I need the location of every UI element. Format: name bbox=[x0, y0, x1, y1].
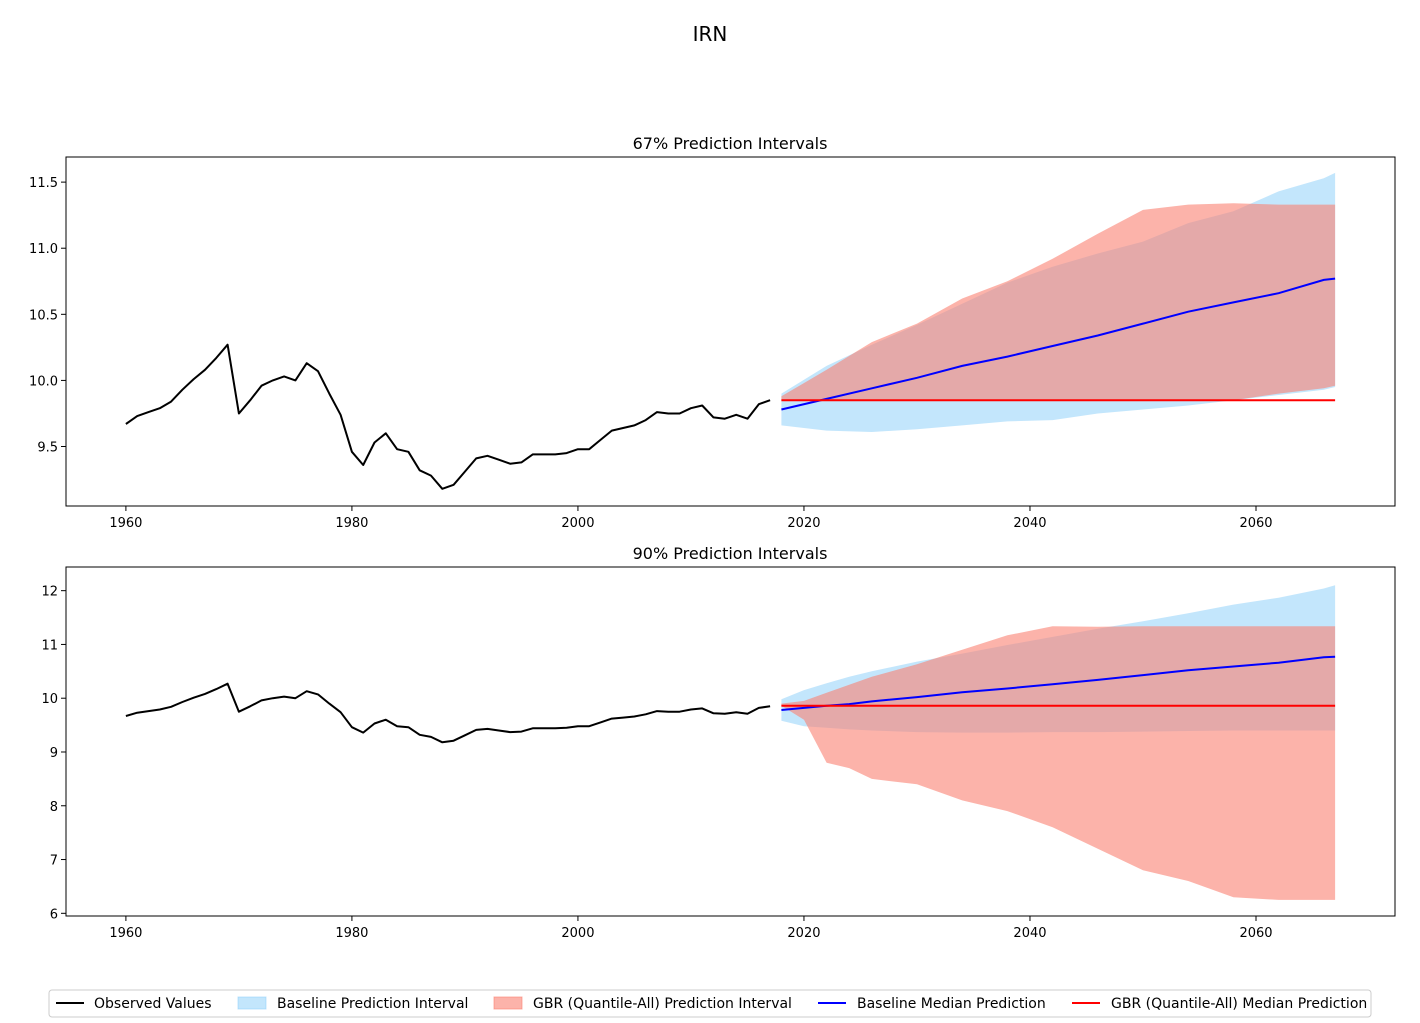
plot-frame bbox=[65, 156, 1396, 507]
x-tick-label: 2020 bbox=[787, 516, 820, 531]
y-tick-label: 11 bbox=[41, 638, 58, 653]
y-tick-label: 8 bbox=[50, 800, 58, 815]
legend-baseline-interval-label: Baseline Prediction Interval bbox=[277, 996, 468, 1012]
x-tick-label: 2000 bbox=[561, 516, 594, 531]
x-tick-label: 2040 bbox=[1013, 516, 1046, 531]
chart-90-percent: 90% Prediction Intervals 1960 1980 2000 202… bbox=[41, 544, 1396, 941]
y-tick-label: 12 bbox=[41, 585, 58, 600]
gbr-interval-band bbox=[781, 203, 1336, 401]
x-tick-label: 2060 bbox=[1239, 516, 1272, 531]
x-tick-label: 2000 bbox=[561, 926, 594, 941]
x-tick-label: 1980 bbox=[335, 516, 368, 531]
legend-baseline-interval-swatch bbox=[237, 996, 267, 1010]
legend-baseline-median-label: Baseline Median Prediction bbox=[857, 996, 1046, 1012]
legend: Observed Values Baseline Prediction Inte… bbox=[48, 989, 1372, 1018]
baseline-median-line bbox=[781, 277, 1336, 411]
x-tick-label: 1960 bbox=[109, 516, 142, 531]
y-tick-label: 11.0 bbox=[29, 242, 58, 257]
figure-title: IRN bbox=[693, 22, 728, 46]
y-tick-label: 9.5 bbox=[37, 441, 58, 456]
y-tick-label: 6 bbox=[50, 907, 58, 922]
x-tick-label: 2020 bbox=[787, 926, 820, 941]
y-tick-label: 10 bbox=[41, 692, 58, 707]
legend-gbr-interval-swatch bbox=[493, 996, 523, 1010]
legend-observed-label: Observed Values bbox=[94, 996, 212, 1012]
legend-gbr-median-label: GBR (Quantile-All) Median Prediction bbox=[1111, 996, 1367, 1012]
x-tick-label: 1960 bbox=[109, 926, 142, 941]
observed-line bbox=[125, 343, 771, 490]
gbr-interval-band bbox=[781, 626, 1336, 900]
legend-gbr-interval-label: GBR (Quantile-All) Prediction Interval bbox=[533, 996, 792, 1012]
y-tick-label: 9 bbox=[50, 746, 58, 761]
y-tick-label: 10.5 bbox=[29, 308, 58, 323]
y-tick-label: 10.0 bbox=[29, 374, 58, 389]
x-tick-label: 2060 bbox=[1239, 926, 1272, 941]
x-tick-label: 1980 bbox=[335, 926, 368, 941]
chart-title: 90% Prediction Intervals bbox=[633, 544, 828, 563]
chart-title: 67% Prediction Intervals bbox=[633, 134, 828, 153]
x-tick-label: 2040 bbox=[1013, 926, 1046, 941]
y-tick-label: 7 bbox=[50, 854, 58, 869]
plot-frame bbox=[65, 566, 1396, 917]
chart-67-percent: 67% Prediction Intervals 1960 1980 2000 202… bbox=[29, 134, 1396, 531]
legend-frame bbox=[48, 989, 1372, 1018]
y-tick-label: 11.5 bbox=[29, 176, 58, 191]
observed-line bbox=[125, 682, 771, 744]
